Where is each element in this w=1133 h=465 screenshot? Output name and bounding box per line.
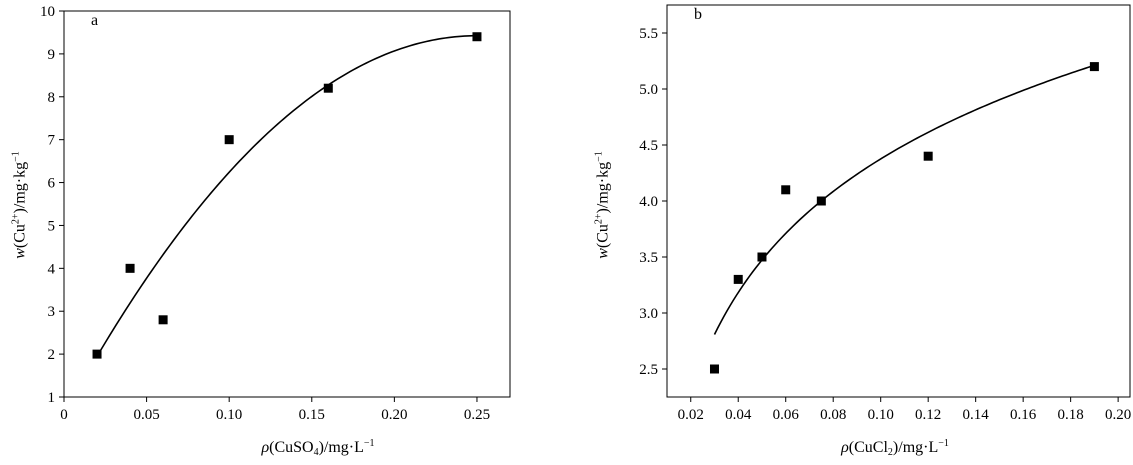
chart-a-x-axis-title: ρ(CuSO4)/mg·L−1 <box>261 438 374 458</box>
chart-b-data-point <box>757 252 767 262</box>
chart-b-y-tick-label: 5.0 <box>639 82 658 98</box>
chart-a-y-tick-label: 9 <box>48 47 56 63</box>
chart-b-x-title-sub: 2 <box>887 447 893 458</box>
chart-b-data-point <box>816 196 826 206</box>
chart-a-data-point <box>158 315 168 325</box>
chart-b-plot-frame <box>666 4 1131 398</box>
chart-a-x-title-sup: −1 <box>363 438 375 449</box>
chart-a-y-tick-label: 7 <box>48 133 56 149</box>
chart-a-x-tick-label: 0.15 <box>299 407 325 423</box>
chart-a-y-title-symbol: w <box>11 248 29 259</box>
chart-a-y-tick-label: 10 <box>40 4 55 20</box>
chart-a-plot-frame <box>63 10 511 398</box>
chart-b-x-tick-label: 0.02 <box>678 407 704 423</box>
chart-a-y-axis-title: w(Cu2+)/mg·kg−1 <box>11 151 30 259</box>
chart-a-y-tick-label: 1 <box>48 390 56 406</box>
chart-b-data-point <box>733 274 743 284</box>
chart-b-x-title-sup: −1 <box>938 438 949 449</box>
chart-b-data-point <box>781 185 791 195</box>
chart-b-x-tick-label: 0.12 <box>915 407 941 423</box>
chart-a-x-tick-label: 0.20 <box>381 407 407 423</box>
chart-a-y-title-sup1: 2+ <box>10 213 22 225</box>
chart-a-y-tick-label: 3 <box>48 304 56 320</box>
chart-b-x-tick-label: 0.20 <box>1105 407 1131 423</box>
chart-a-x-title-symbol: ρ <box>261 439 270 456</box>
chart-b-y-tick-label: 4.5 <box>639 138 658 154</box>
chart-a-y-tick-label: 5 <box>48 218 56 234</box>
chart-b-x-tick-label: 0.06 <box>773 407 800 423</box>
chart-a-y-tick-label: 6 <box>48 176 56 192</box>
chart-b-x-title-symbol: ρ <box>841 439 849 456</box>
chart-a-y-tick-label: 8 <box>48 90 56 106</box>
chart-b-y-title-part1: (Cu <box>594 224 612 249</box>
chart-panel-a: 0 0.05 0.10 0.15 0.20 0.25 1 2 3 4 5 6 7 8 9 10 a w(Cu2+… <box>0 0 545 465</box>
chart-b-x-tick-label: 0.10 <box>868 407 894 423</box>
chart-a-x-tick-label: 0 <box>60 407 68 423</box>
chart-b-y-tick-label: 4.0 <box>639 194 658 210</box>
chart-a-x-tick-label: 0.25 <box>464 407 490 423</box>
chart-b-plot: 0.02 0.04 0.06 0.08 0.10 0.12 0.14 0.16 0.18 0.20… <box>639 4 1131 423</box>
chart-b-y-title-sup2: −1 <box>593 151 605 162</box>
chart-b-data-point <box>709 364 719 374</box>
chart-a-data-point <box>125 263 135 273</box>
chart-b-x-tick-label: 0.18 <box>1058 407 1084 423</box>
chart-b-panel-letter: b <box>694 6 702 23</box>
chart-b-x-tick-label: 0.14 <box>963 407 990 423</box>
chart-b-y-tick-label: 3.0 <box>639 306 658 322</box>
chart-a-y-title-part2: )/mg·kg <box>11 161 29 214</box>
chart-b-data-point <box>1089 62 1099 72</box>
chart-b-x-tick-label: 0.16 <box>1010 407 1037 423</box>
chart-a-panel-letter: a <box>91 12 98 29</box>
chart-a-y-tick-label: 4 <box>48 261 56 277</box>
chart-b-y-tick-label: 2.5 <box>639 362 658 378</box>
chart-b-x-title-part1: (CuCl <box>848 439 888 456</box>
chart-b-y-tick-label: 5.5 <box>639 26 658 42</box>
chart-a-x-title-sub: 4 <box>313 447 319 458</box>
chart-a-y-tick-label: 2 <box>48 347 56 363</box>
chart-a-fit-curve <box>96 34 477 357</box>
chart-a-x-title-part1: (CuSO <box>269 439 314 456</box>
chart-b-y-axis-title: w(Cu2+)/mg·kg−1 <box>594 151 613 259</box>
chart-a-data-point <box>323 83 333 93</box>
chart-a-x-tick-label: 0.10 <box>216 407 242 423</box>
chart-a-data-point <box>224 135 234 145</box>
chart-a-data-point <box>472 32 482 42</box>
chart-a-y-title-sup2: −1 <box>10 151 22 162</box>
chart-b-data-point <box>923 151 933 161</box>
chart-b-fit-curve <box>713 64 1095 335</box>
chart-a-plot: 0 0.05 0.10 0.15 0.20 0.25 1 2 3 4 5 6 7 8 9 10 a <box>40 4 511 423</box>
chart-b-y-title-part2: )/mg·kg <box>594 161 612 214</box>
chart-b-y-tick-label: 3.5 <box>639 250 658 266</box>
chart-b-x-tick-label: 0.08 <box>820 407 846 423</box>
chart-b-y-title-symbol: w <box>594 248 612 259</box>
chart-a-x-tick-label: 0.05 <box>133 407 159 423</box>
chart-b-x-axis-title: ρ(CuCl2)/mg·L−1 <box>841 438 949 458</box>
chart-b-x-title-part2: )/mg·L <box>892 439 939 456</box>
chart-b-x-tick-label: 0.04 <box>725 407 752 423</box>
chart-a-y-title-part1: (Cu <box>11 224 29 249</box>
chart-b-y-title-sup1: 2+ <box>593 213 605 225</box>
chart-a-data-point <box>92 349 102 359</box>
chart-panel-b: 0.02 0.04 0.06 0.08 0.10 0.12 0.14 0.16 0.18 0.20… <box>580 0 1133 465</box>
chart-a-x-title-part2: )/mg·L <box>318 439 364 456</box>
